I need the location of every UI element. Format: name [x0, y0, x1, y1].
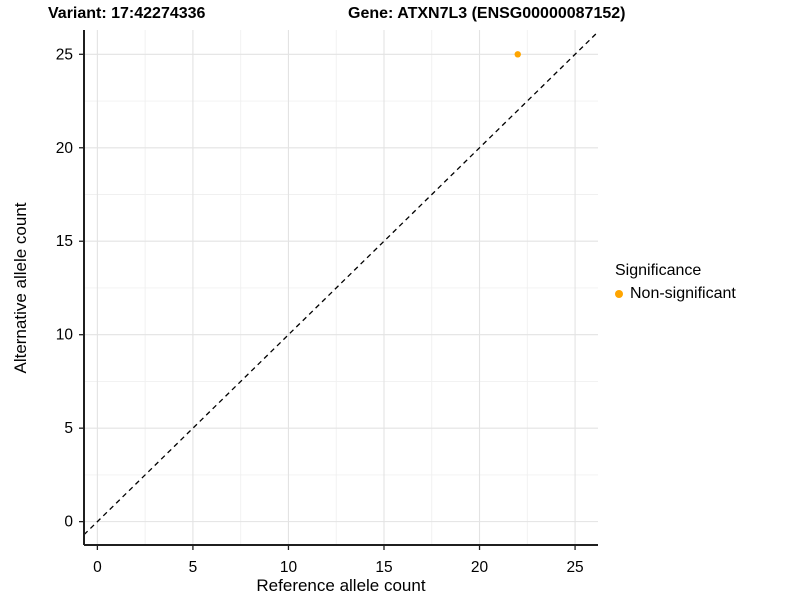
- y-tick-label: 10: [56, 327, 74, 344]
- x-tick-label: 25: [566, 559, 583, 576]
- x-axis-label: Reference allele count: [256, 576, 426, 595]
- x-tick-label: 20: [471, 559, 489, 576]
- y-axis-label: Alternative allele count: [11, 202, 30, 374]
- identity-dashed-line: [83, 31, 599, 536]
- y-tick-label: 5: [64, 420, 73, 437]
- y-tick-label: 25: [56, 46, 73, 63]
- legend-item-label: Non-significant: [630, 285, 736, 302]
- variant-title: Variant: 17:42274336: [48, 5, 206, 22]
- x-tick-label: 10: [280, 559, 298, 576]
- data-point: [514, 51, 521, 58]
- y-tick-label: 0: [64, 514, 73, 531]
- x-tick-label: 5: [189, 559, 198, 576]
- legend-title: Significance: [615, 262, 702, 279]
- y-tick-label: 15: [56, 233, 73, 250]
- legend: Significance Non-significant: [615, 261, 736, 304]
- legend-point-icon: [615, 290, 623, 298]
- x-tick-label: 15: [375, 559, 392, 576]
- gene-title: Gene: ATXN7L3 (ENSG00000087152): [348, 5, 626, 22]
- x-tick-label: 0: [93, 559, 102, 576]
- y-tick-label: 20: [56, 140, 74, 157]
- legend-item: Non-significant: [615, 284, 736, 304]
